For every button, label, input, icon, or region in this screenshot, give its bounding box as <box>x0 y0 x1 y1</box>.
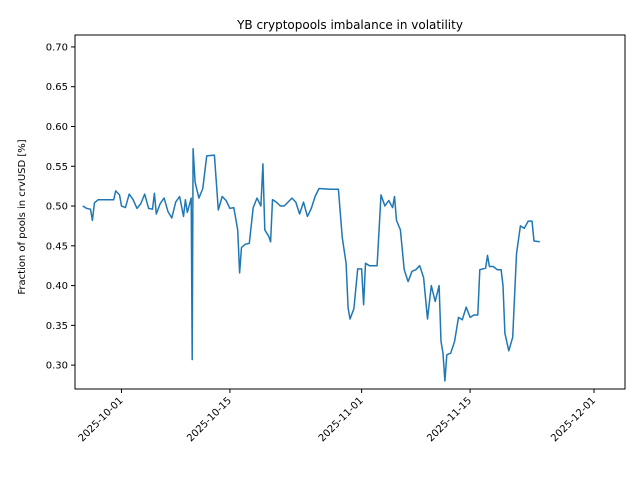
y-tick-label: 0.55 <box>46 162 68 173</box>
y-tick-label: 0.30 <box>46 361 68 372</box>
y-tick-label: 0.45 <box>46 241 68 252</box>
y-tick-label: 0.65 <box>46 82 68 93</box>
x-tick-label: 2025-10-15 <box>185 395 234 444</box>
y-axis-label: Fraction of pools in crvUSD [%] <box>17 139 28 294</box>
y-tick-label: 0.35 <box>46 321 68 332</box>
series-line-0 <box>82 148 540 382</box>
y-tick-label: 0.70 <box>46 42 68 53</box>
x-tick-label: 2025-11-01 <box>317 395 366 444</box>
y-tick-label: 0.60 <box>46 122 68 133</box>
axes-frame <box>74 34 626 390</box>
plot-area: 0.30 0.35 0.40 0.45 0.50 0.55 0.60 0.65 0.70 2025… <box>46 42 598 444</box>
x-tick-label: 2025-10-01 <box>77 395 126 444</box>
chart-title: YB cryptopools imbalance in volatility <box>236 18 463 32</box>
x-tick-label: 2025-11-15 <box>425 395 474 444</box>
y-tick-label: 0.50 <box>46 202 68 213</box>
x-tick-label: 2025-12-01 <box>549 395 598 444</box>
y-tick-label: 0.40 <box>46 281 68 292</box>
